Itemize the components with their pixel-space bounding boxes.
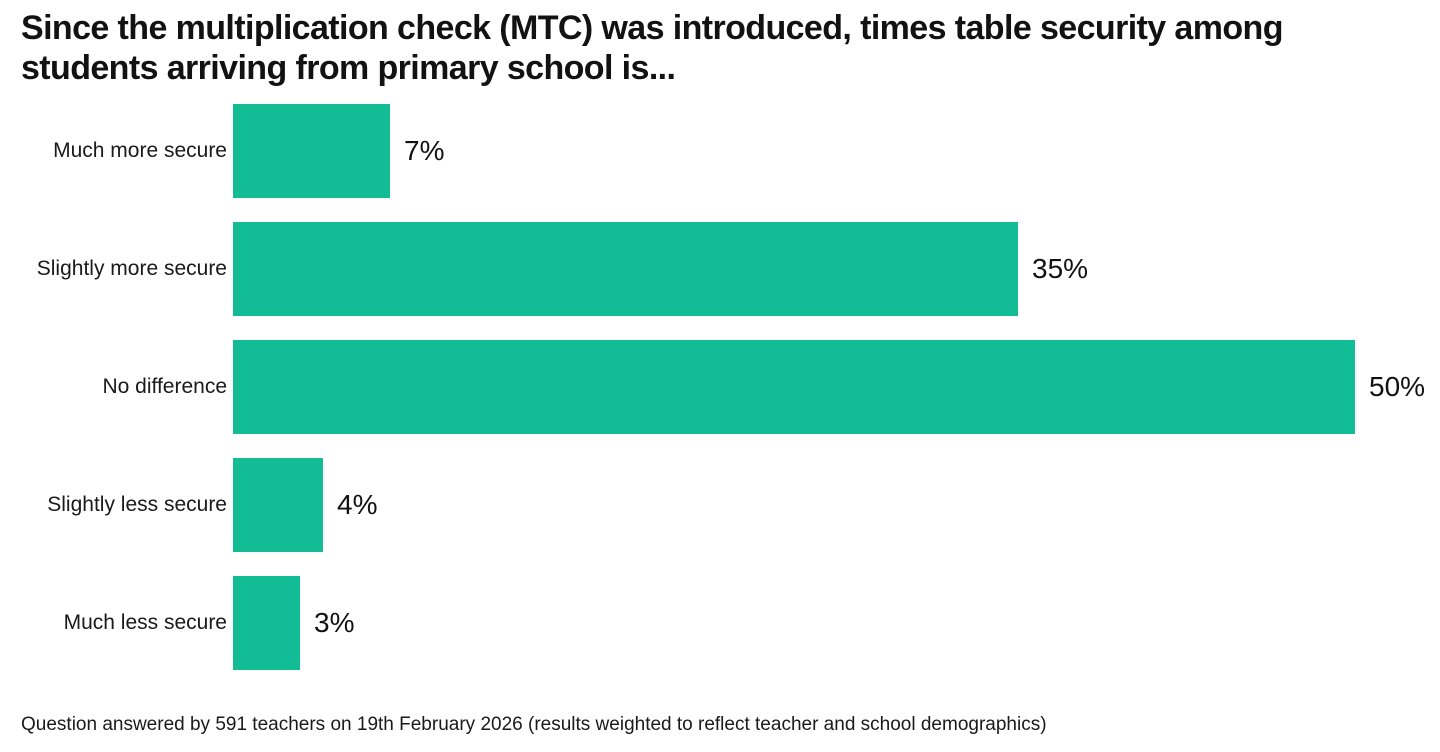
bar — [233, 340, 1355, 435]
category-label: Much less secure — [63, 611, 227, 635]
value-label: 4% — [337, 489, 378, 521]
bar-chart: Much more secure 7% Slightly more secure 35… — [21, 104, 1440, 671]
bar — [233, 458, 323, 553]
category-label: Much more secure — [53, 139, 227, 163]
chart-row: Much more secure 7% — [21, 104, 1440, 199]
bar — [233, 576, 300, 671]
chart-row: Slightly less secure 4% — [21, 458, 1440, 553]
chart-row: No difference 50% — [21, 340, 1440, 435]
category-label: No difference — [102, 375, 227, 399]
chart-row: Slightly more secure 35% — [21, 222, 1440, 317]
value-label: 3% — [314, 607, 355, 639]
category-label: Slightly less secure — [47, 493, 227, 517]
bar — [233, 104, 390, 199]
value-label: 7% — [404, 135, 445, 167]
value-label: 35% — [1032, 253, 1089, 285]
chart-row: Much less secure 3% — [21, 576, 1440, 671]
bar — [233, 222, 1018, 317]
chart-title: Since the multiplication check (MTC) was… — [21, 9, 1283, 88]
footnote: Question answered by 591 teachers on 19t… — [21, 714, 1047, 736]
value-label: 50% — [1369, 371, 1426, 403]
category-label: Slightly more secure — [36, 257, 227, 281]
